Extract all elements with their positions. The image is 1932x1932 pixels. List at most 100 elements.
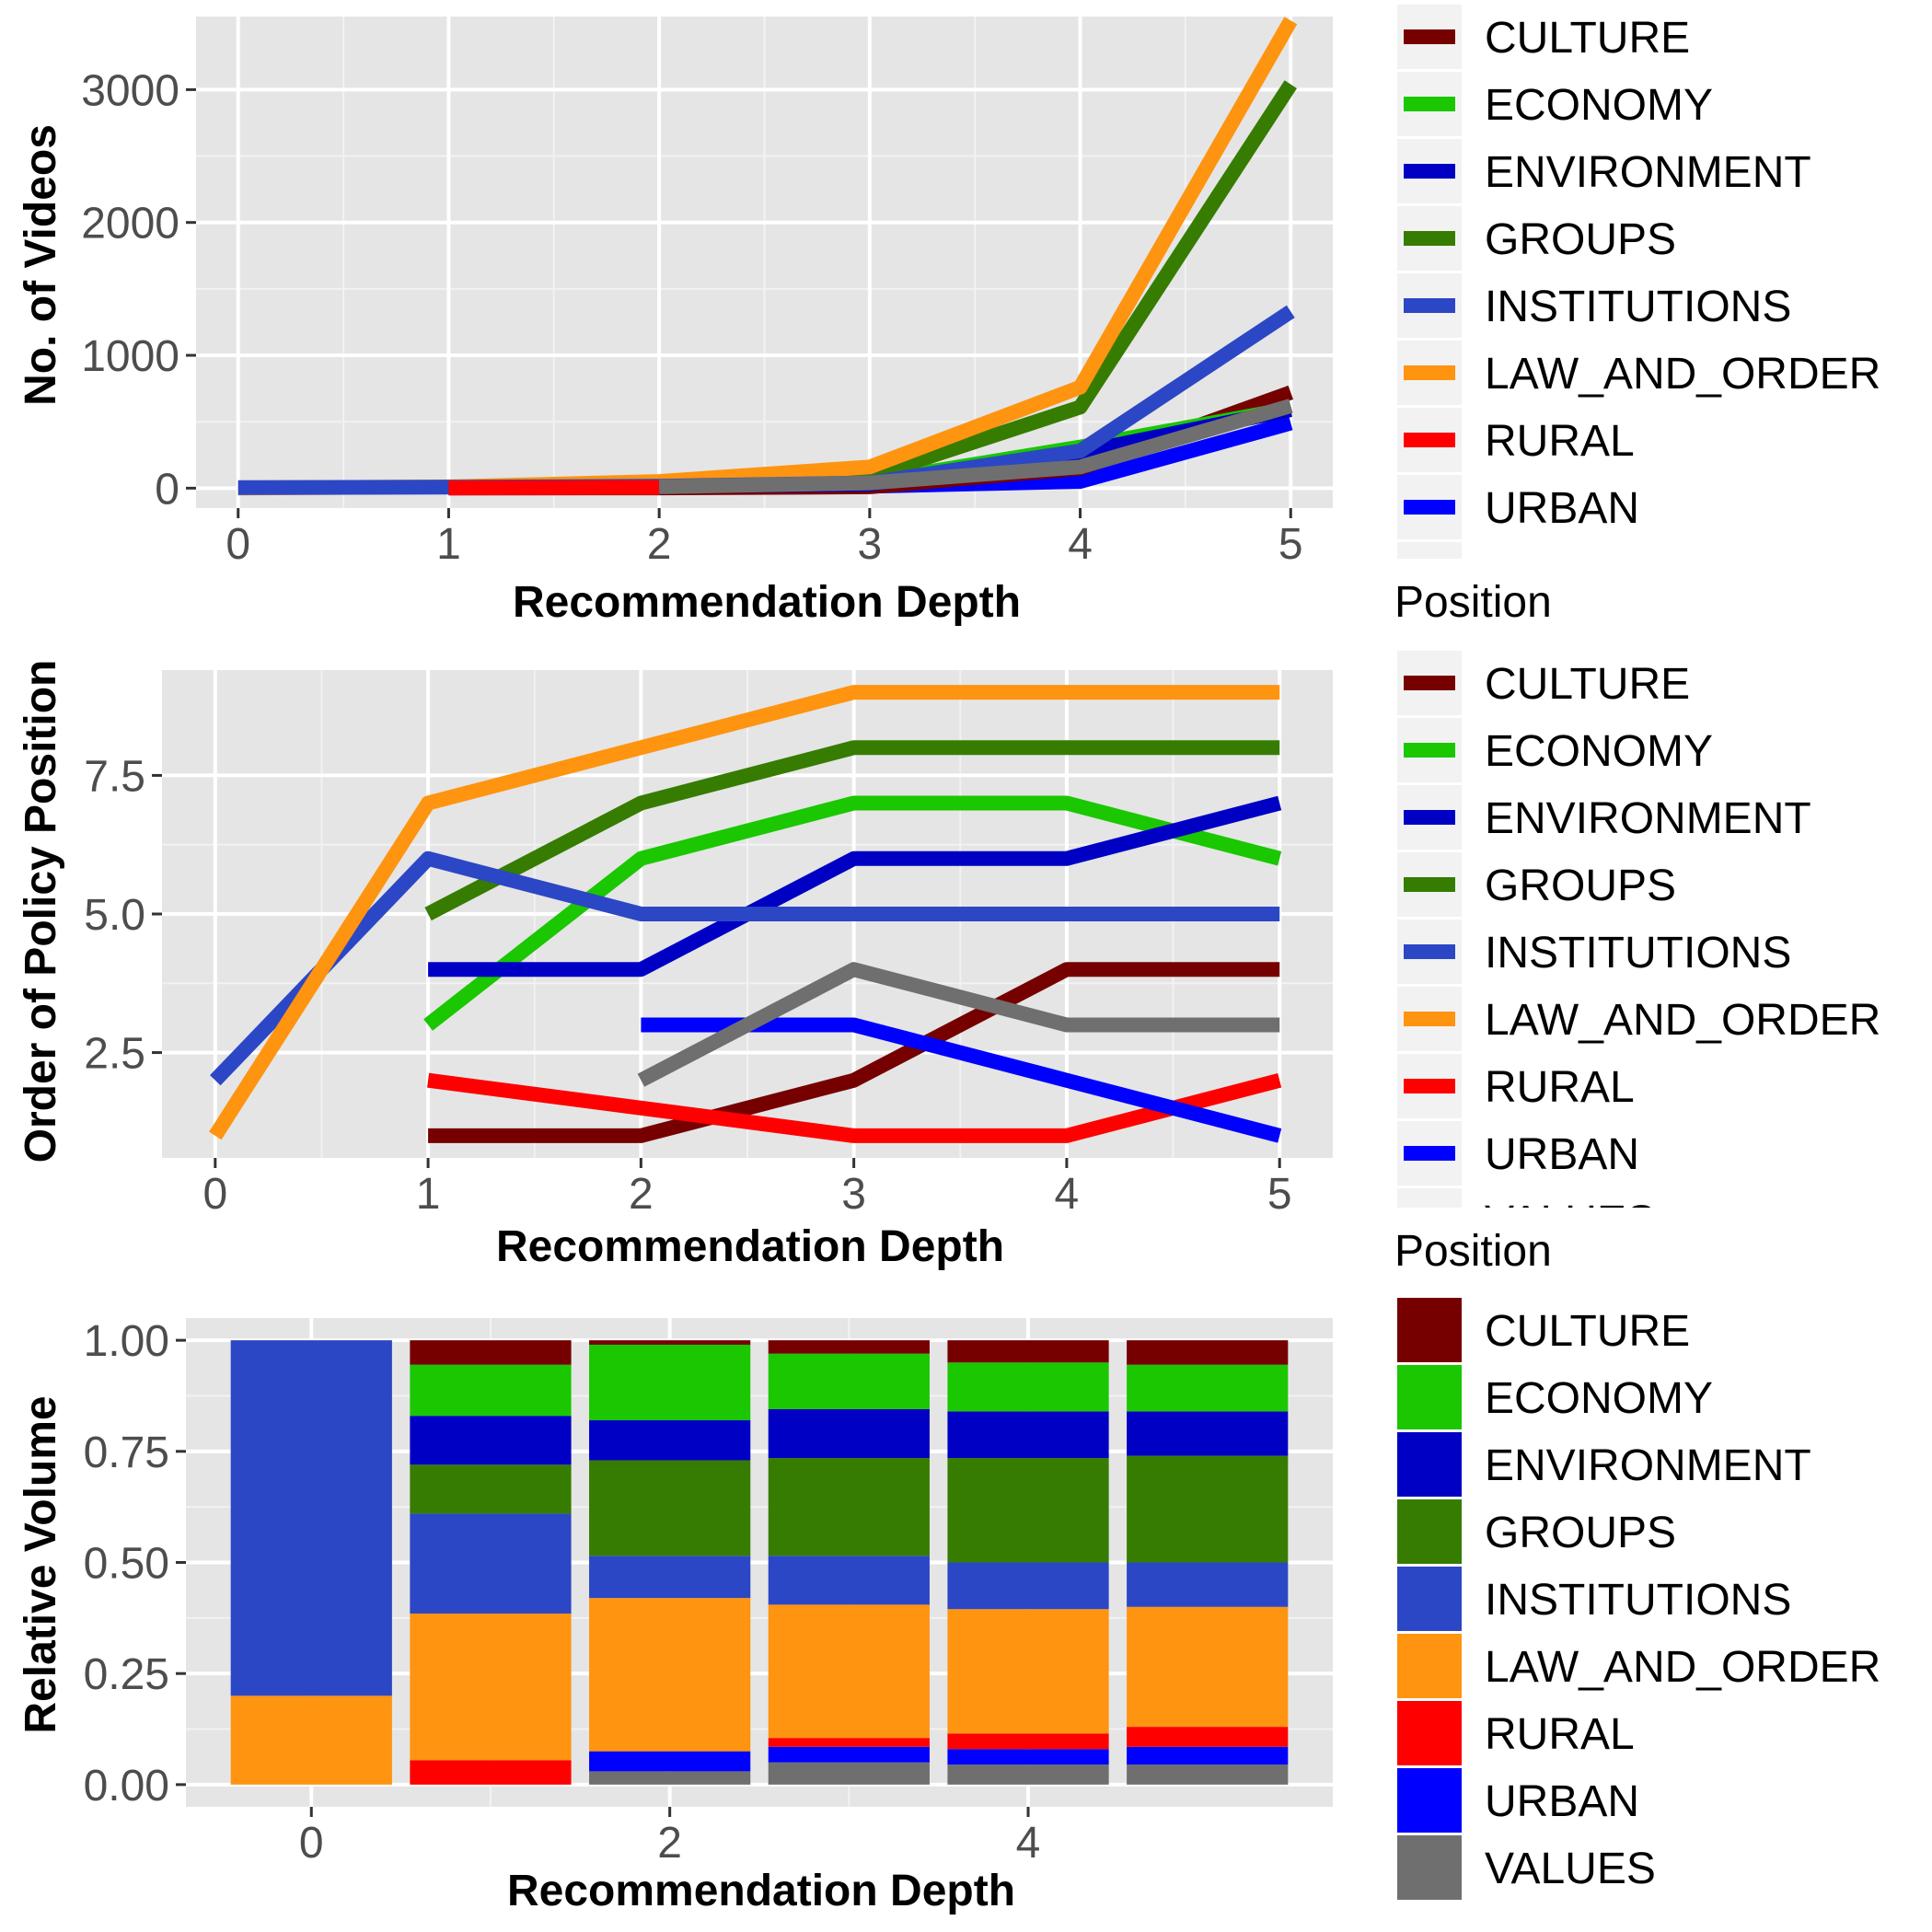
panel-relative-volume-bar-urban-5 bbox=[1127, 1746, 1289, 1765]
panel-relative-volume-bar-economy-1 bbox=[410, 1364, 572, 1417]
panel-relative-volume-bar-law-and-order-1 bbox=[410, 1614, 572, 1761]
panel-relative-volume-legend-label-culture: CULTURE bbox=[1485, 1307, 1690, 1356]
panel-relative-volume-bar-values-3 bbox=[768, 1762, 930, 1785]
panel-relative-volume-bar-culture-1 bbox=[410, 1340, 572, 1365]
panel-order-xtick-label: 1 bbox=[416, 1170, 441, 1219]
panel-relative-volume-bar-institutions-4 bbox=[947, 1562, 1109, 1610]
panel-relative-volume-legend-label-urban: URBAN bbox=[1485, 1777, 1639, 1826]
panel-relative-volume-ytick-label: 0.75 bbox=[84, 1429, 169, 1477]
panel-relative-volume-bar-economy-3 bbox=[768, 1353, 930, 1409]
panel-order-legend-label-institutions: INSTITUTIONS bbox=[1485, 929, 1791, 978]
panel-videos: Recommendation Depth No. of Videos 0 1 2 3 4… bbox=[17, 17, 1333, 627]
panel-videos-xtick-label: 4 bbox=[1068, 520, 1093, 569]
panel-relative-volume-bar-groups-2 bbox=[589, 1460, 751, 1556]
panel-relative-volume-bar-values-5 bbox=[1127, 1764, 1289, 1785]
panel-videos-xtick-label: 1 bbox=[436, 520, 461, 569]
panel-relative-volume-bar-institutions-3 bbox=[768, 1556, 930, 1605]
panel-videos-legend-label-culture: CULTURE bbox=[1485, 14, 1690, 63]
panel-relative-volume-bar-environment-3 bbox=[768, 1408, 930, 1459]
panel-order-xtick-label: 2 bbox=[629, 1170, 654, 1219]
panel-order-legend-label-economy: ECONOMY bbox=[1485, 727, 1713, 776]
panel-relative-volume-bar-rural-3 bbox=[768, 1738, 930, 1747]
panel-relative-volume-legend-title: Position bbox=[1394, 1227, 1552, 1276]
panel-relative-volume-legend-key-law-and-order bbox=[1397, 1634, 1462, 1698]
panel-order-legend-entries: CULTURE ECONOMY ENVIRONMENT GROUPS INSTITUTI… bbox=[1397, 651, 1880, 1246]
panel-relative-volume-legend-key-environment bbox=[1397, 1432, 1462, 1497]
panel-order-legend-label-environment: ENVIRONMENT bbox=[1485, 794, 1811, 843]
panel-videos-line-values bbox=[658, 399, 1293, 494]
panel-videos-legend-label-environment: ENVIRONMENT bbox=[1485, 148, 1811, 197]
panel-relative-volume-bar-institutions-2 bbox=[589, 1556, 751, 1599]
panel-relative-volume-bar-rural-1 bbox=[410, 1760, 572, 1785]
panel-relative-volume-bar-economy-2 bbox=[589, 1344, 751, 1421]
panel-order-legend: Position CULTURE ECONOMY ENVIRONMENT GROUPS… bbox=[1394, 578, 1880, 1246]
panel-relative-volume-legend-key-rural bbox=[1397, 1701, 1462, 1765]
panel-relative-volume-bar-law-and-order-0 bbox=[230, 1695, 392, 1785]
panel-videos-ytick-label: 1000 bbox=[81, 332, 179, 381]
panel-videos-legend-label-rural: RURAL bbox=[1485, 417, 1635, 466]
panel-relative-volume: Recommendation Depth Relative Volume 0 2 4… bbox=[17, 1317, 1333, 1915]
panel-order-line-culture bbox=[428, 962, 1280, 1143]
panel-relative-volume-xtick-label: 4 bbox=[1016, 1819, 1041, 1868]
panel-order-ylabel: Order of Policy Position bbox=[17, 660, 65, 1163]
panel-order-xlabel: Recommendation Depth bbox=[496, 1222, 1004, 1271]
panel-relative-volume-bar-culture-2 bbox=[589, 1340, 751, 1345]
panel-relative-volume-legend-label-groups: GROUPS bbox=[1485, 1509, 1676, 1557]
panel-relative-volume-bar-law-and-order-2 bbox=[589, 1598, 751, 1752]
panel-videos-ylabel: No. of Videos bbox=[17, 124, 65, 406]
panel-relative-volume-ytick-label: 0.00 bbox=[84, 1762, 169, 1811]
panel-order-ytick-label: 5.0 bbox=[84, 891, 145, 940]
panel-order-line-groups bbox=[424, 740, 1280, 921]
panel-relative-volume-bar-environment-1 bbox=[410, 1416, 572, 1465]
panel-order-xtick-label: 0 bbox=[202, 1170, 227, 1219]
panel-relative-volume-bar-groups-1 bbox=[410, 1464, 572, 1514]
panel-relative-volume-bar-groups-3 bbox=[768, 1458, 930, 1556]
panel-videos-xtick-label: 5 bbox=[1278, 520, 1303, 569]
panel-order-legend-label-values: VALUES bbox=[1485, 1197, 1656, 1246]
panel-relative-volume-bar-urban-2 bbox=[589, 1751, 751, 1772]
panel-relative-volume-legend: Position CULTURE ECONOMY ENVIRONMENT GROUPS… bbox=[1394, 1227, 1880, 1900]
panel-videos-ytick-label: 2000 bbox=[81, 200, 179, 249]
panel-videos-legend: CULTURE ECONOMY ENVIRONMENT GROUPS INSTITUTI… bbox=[1397, 5, 1880, 600]
panel-relative-volume-legend-label-values: VALUES bbox=[1485, 1845, 1656, 1893]
panel-relative-volume-bar-law-and-order-5 bbox=[1127, 1606, 1289, 1728]
panel-relative-volume-bar-urban-3 bbox=[768, 1746, 930, 1763]
panel-relative-volume-ytick-label: 1.00 bbox=[84, 1317, 169, 1366]
panel-order-line-values bbox=[637, 962, 1280, 1087]
panel-relative-volume-xlabel: Recommendation Depth bbox=[507, 1867, 1015, 1915]
panel-relative-volume-bar-urban-4 bbox=[947, 1749, 1109, 1765]
panel-relative-volume-ytick-label: 0.25 bbox=[84, 1650, 169, 1699]
panel-order-line-rural bbox=[427, 1072, 1282, 1143]
panel-relative-volume-legend-key-urban bbox=[1397, 1768, 1462, 1833]
panel-relative-volume-bar-culture-3 bbox=[768, 1340, 930, 1354]
panel-order-legend-label-rural: RURAL bbox=[1485, 1063, 1635, 1112]
panel-videos-ytick-label: 0 bbox=[155, 465, 179, 514]
panel-videos-xlabel: Recommendation Depth bbox=[513, 578, 1021, 627]
panel-relative-volume-bar-institutions-5 bbox=[1127, 1562, 1289, 1607]
panel-videos-legend-label-urban: URBAN bbox=[1485, 484, 1639, 533]
panel-order-ytick-label: 7.5 bbox=[84, 752, 145, 801]
panel-videos-legend-entries: CULTURE ECONOMY ENVIRONMENT GROUPS INSTITUTI… bbox=[1397, 5, 1880, 600]
panel-order-ytick-label: 2.5 bbox=[84, 1030, 145, 1079]
panel-relative-volume-legend-key-groups bbox=[1397, 1499, 1462, 1564]
panel-order-line-environment bbox=[428, 795, 1282, 978]
panel-order-line-economy bbox=[423, 795, 1282, 1031]
panel-relative-volume-legend-key-institutions bbox=[1397, 1567, 1462, 1631]
panel-relative-volume-legend-key-culture bbox=[1397, 1298, 1462, 1362]
panel-videos-line-rural bbox=[448, 480, 660, 496]
panel-relative-volume-bar-environment-4 bbox=[947, 1411, 1109, 1459]
panel-relative-volume-bar-institutions-1 bbox=[410, 1513, 572, 1614]
panel-relative-volume-bar-culture-4 bbox=[947, 1340, 1109, 1363]
panel-relative-volume-bar-environment-5 bbox=[1127, 1411, 1289, 1456]
panel-videos-legend-label-values: VALUES bbox=[1485, 551, 1656, 600]
panel-order-xtick-label: 4 bbox=[1055, 1170, 1080, 1219]
panel-order-line-institutions bbox=[210, 850, 1280, 1086]
panel-relative-volume-bar-groups-4 bbox=[947, 1458, 1109, 1563]
panel-videos-xtick-label: 3 bbox=[858, 520, 883, 569]
panel-relative-volume-bar-values-4 bbox=[947, 1764, 1109, 1785]
panel-videos-ytick-label: 3000 bbox=[81, 66, 179, 115]
panel-order-xtick-label: 5 bbox=[1267, 1170, 1292, 1219]
panel-relative-volume-legend-label-environment: ENVIRONMENT bbox=[1485, 1441, 1811, 1490]
panel-videos-xtick-label: 0 bbox=[226, 520, 250, 569]
panel-order-xtick-label: 3 bbox=[841, 1170, 866, 1219]
